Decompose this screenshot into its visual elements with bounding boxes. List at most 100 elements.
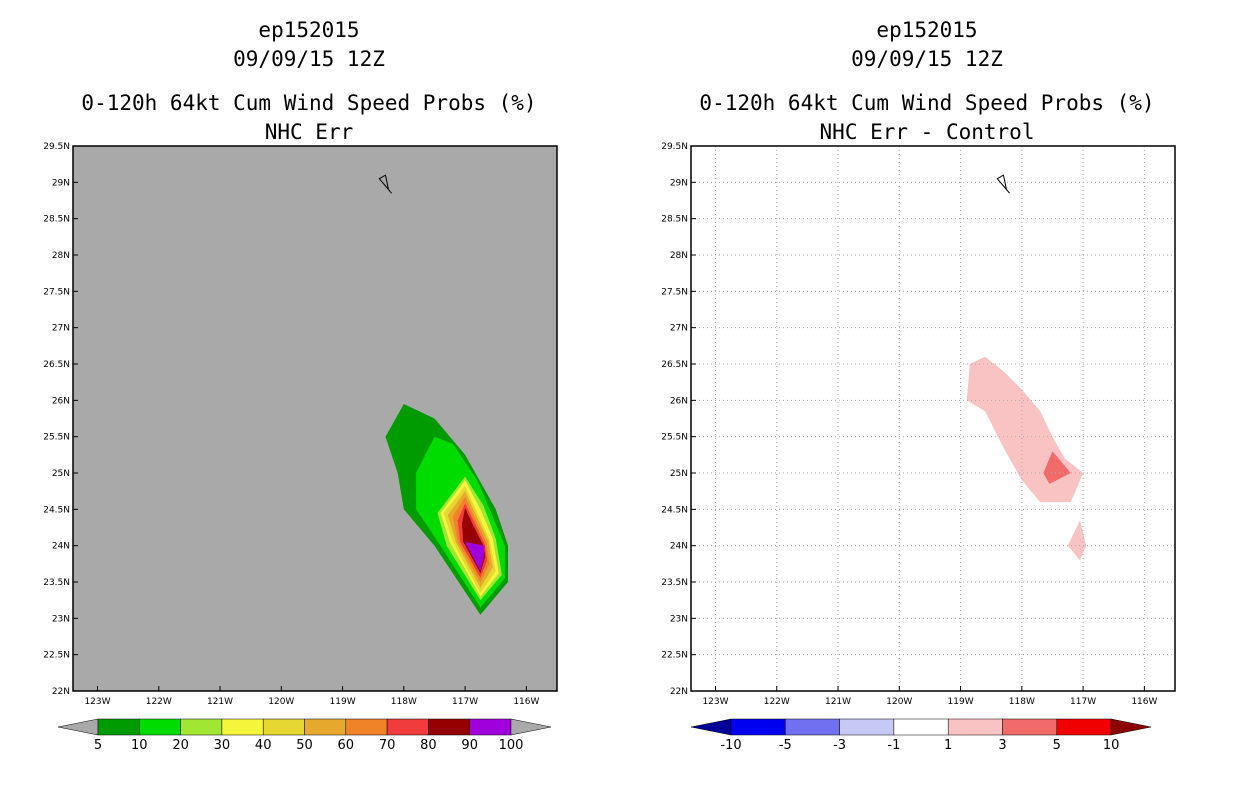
colorbar-label: 20: [172, 738, 189, 753]
colorbar-label: -10: [720, 738, 741, 753]
colorbar-label: -3: [833, 738, 846, 753]
x-tick-label: 123W: [702, 697, 728, 707]
x-tick-label: 118W: [391, 697, 417, 707]
colorbar-label: 40: [255, 738, 272, 753]
y-tick-label: 26.5N: [661, 360, 688, 370]
y-tick-label: 22.5N: [43, 651, 70, 661]
colorbar-label: 80: [420, 738, 437, 753]
y-tick-label: 23N: [670, 614, 688, 624]
x-tick-label: 116W: [1131, 697, 1157, 707]
y-tick-label: 25.5N: [43, 433, 70, 443]
y-tick-label: 23N: [52, 614, 70, 624]
colorbar-label: 3: [998, 738, 1006, 753]
colorbar-box: [304, 718, 347, 736]
y-tick-label: 28N: [670, 251, 688, 261]
colorbar-over-arrow: [1110, 718, 1152, 736]
colorbar-box: [428, 718, 470, 736]
colorbar-label: 1: [944, 738, 952, 753]
colorbar-box: [839, 718, 895, 736]
y-tick-label: 26.5N: [43, 360, 70, 370]
colorbar-label: 70: [379, 738, 396, 753]
x-tick-label: 121W: [825, 697, 851, 707]
y-tick-label: 22N: [52, 687, 70, 697]
storm-id: ep152015: [258, 18, 360, 42]
right-chart-panel: ep152015 09/09/15 12Z 0-120h 64kt Cum Wi…: [618, 0, 1236, 800]
left-chart-panel: ep152015 09/09/15 12Z 0-120h 64kt Cum Wi…: [43, 18, 558, 753]
x-tick-label: 117W: [452, 697, 478, 707]
colorbar-label: -1: [887, 738, 900, 753]
contour-1: [1067, 520, 1087, 561]
y-tick-label: 25N: [670, 469, 688, 479]
chart-title: 0-120h 64kt Cum Wind Speed Probs (%): [699, 91, 1155, 115]
y-tick-label: 29.5N: [43, 142, 70, 152]
y-tick-label: 27N: [52, 324, 70, 334]
storm-id: ep152015: [876, 18, 978, 42]
x-tick-label: 120W: [886, 697, 912, 707]
plot-frame: [72, 145, 558, 692]
x-tick-label: 116W: [513, 697, 539, 707]
y-tick-label: 29.5N: [661, 142, 688, 152]
contour-90: [465, 542, 485, 572]
chart-title: 0-120h 64kt Cum Wind Speed Probs (%): [81, 91, 537, 115]
y-tick-label: 29N: [670, 178, 688, 188]
plot-background: [691, 146, 1175, 691]
colorbar-box: [785, 718, 840, 736]
colorbar-box: [180, 718, 223, 736]
colorbar-under-arrow: [690, 718, 732, 736]
y-tick-label: 26N: [670, 396, 688, 406]
x-tick-label: 118W: [1009, 697, 1035, 707]
colorbar-box: [221, 718, 264, 736]
x-tick-label: 117W: [1070, 697, 1096, 707]
island-outline: [378, 174, 392, 194]
y-tick-label: 24.5N: [43, 505, 70, 515]
x-tick-label: 123W: [84, 697, 110, 707]
chart-date: 09/09/15 12Z: [851, 47, 1003, 71]
chart-subtitle: NHC Err - Control: [819, 120, 1035, 144]
y-tick-label: 24N: [52, 542, 70, 552]
y-tick-label: 29N: [52, 178, 70, 188]
y-tick-label: 28N: [52, 251, 70, 261]
colorbar-label: -5: [779, 738, 792, 753]
x-tick-label: 119W: [330, 697, 356, 707]
x-tick-label: 122W: [764, 697, 790, 707]
colorbar-over-arrow: [510, 718, 552, 736]
colorbar-label: 5: [1053, 738, 1061, 753]
x-tick-label: 120W: [268, 697, 294, 707]
colorbar-box: [139, 718, 181, 736]
colorbar-label: 10: [1103, 738, 1120, 753]
y-tick-label: 22N: [670, 687, 688, 697]
probability-map: 123W 122W 121W 120W 119W 118W 117W 116W 22N 22.5N…: [43, 142, 558, 753]
x-tick-label: 122W: [146, 697, 172, 707]
plot-frame: [690, 145, 1176, 692]
colorbar-box: [893, 718, 949, 736]
y-tick-label: 26N: [52, 396, 70, 406]
colorbar-box: [730, 718, 786, 736]
colorbar-box: [1002, 718, 1058, 736]
y-tick-label: 27.5N: [661, 287, 688, 297]
y-tick-label: 23.5N: [661, 578, 688, 588]
contour-3: [1043, 451, 1071, 484]
y-tick-label: 24.5N: [661, 505, 688, 515]
y-tick-label: 24N: [670, 542, 688, 552]
colorbar-box: [947, 718, 1003, 736]
y-tick-label: 22.5N: [661, 651, 688, 661]
y-tick-label: 28.5N: [661, 215, 688, 225]
colorbar-box: [262, 718, 305, 736]
colorbar-label: 5: [94, 738, 102, 753]
y-tick-label: 28.5N: [43, 215, 70, 225]
x-tick-label: 119W: [948, 697, 974, 707]
y-tick-label: 27.5N: [43, 287, 70, 297]
colorbar-label: 10: [131, 738, 148, 753]
y-tick-label: 23.5N: [43, 578, 70, 588]
colorbar-box: [345, 718, 388, 736]
island-outline: [996, 174, 1010, 194]
colorbar-box: [97, 718, 140, 736]
chart-date: 09/09/15 12Z: [233, 47, 385, 71]
x-tick-label: 121W: [207, 697, 233, 707]
colorbar-label: 60: [338, 738, 355, 753]
y-tick-label: 25N: [52, 469, 70, 479]
colorbar-label: 100: [499, 738, 524, 753]
colorbar-label: 30: [214, 738, 231, 753]
colorbar-under-arrow: [57, 718, 99, 736]
colorbar-box: [469, 718, 512, 736]
